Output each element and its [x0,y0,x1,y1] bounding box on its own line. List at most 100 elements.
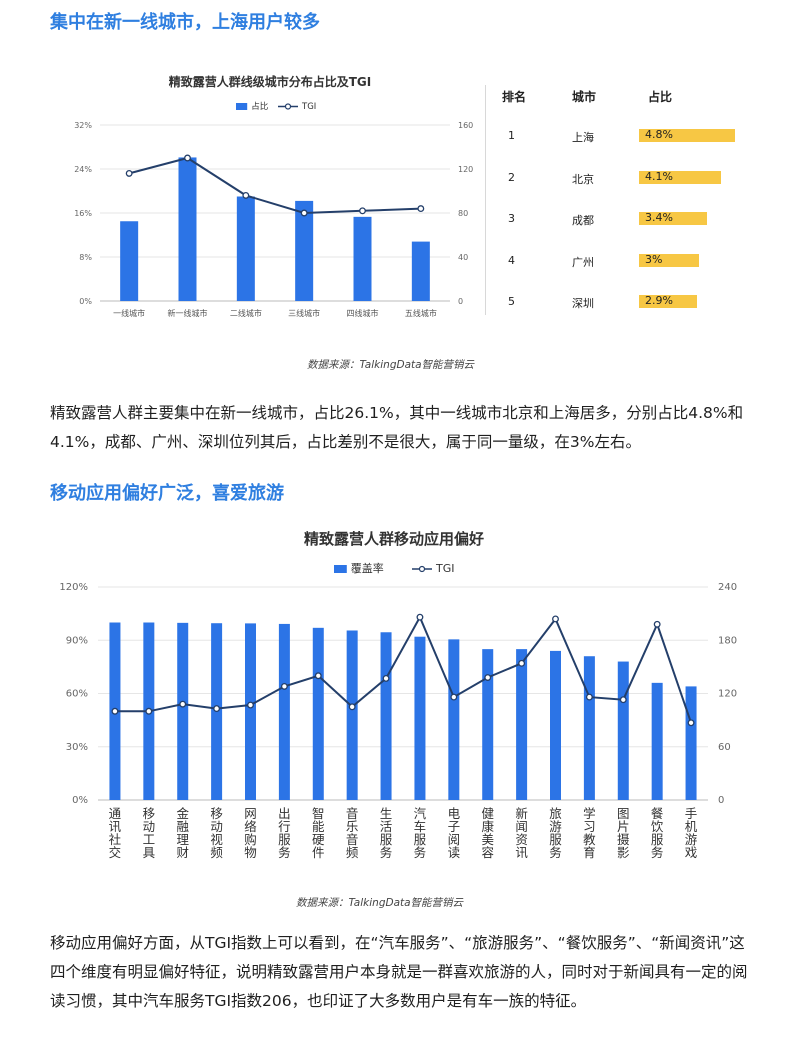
tgi-point [111,707,119,715]
left-axis-tick: 120% [59,582,88,593]
section-heading-apps: 移动应用偏好广泛，喜爱旅游 [50,483,284,504]
category-label: 移动视频 [210,806,223,860]
right-axis-tick: 180 [718,635,737,646]
tgi-point [213,705,221,713]
ranking-row: 5 深圳 2.9% [500,293,760,313]
tgi-point [184,154,191,162]
right-axis-tick: 0 [718,795,724,806]
bar [550,650,561,800]
right-axis-tick: 0 [458,297,463,306]
ranking-rank: 1 [508,129,515,142]
ranking-value: 2.9% [645,294,673,307]
ranking-row: 3 成都 3.4% [500,210,760,230]
tgi-point [125,169,133,177]
category-label: 出行服务 [278,806,291,860]
chart-table-divider [485,85,486,315]
ranking-city: 成都 [572,214,594,227]
category-label: 音乐音频 [346,806,359,860]
bar [617,661,629,800]
tgi-point [242,191,250,199]
left-axis-tick: 24% [74,165,92,174]
tgi-point [348,703,356,711]
category-label: 一线城市 [113,308,145,318]
ranking-bar [639,295,697,308]
tgi-point [416,613,424,621]
category-label: 移动工具 [143,806,156,860]
ranking-rank: 2 [508,170,515,184]
tgi-point [359,207,366,215]
ranking-rank: 3 [508,212,515,225]
ranking-bar [639,253,699,267]
bar [236,196,255,301]
left-axis-tick: 32% [74,121,92,130]
app-analysis-paragraph: 移动应用偏好方面，从TGI指数上可以看到，在“汽车服务”、“旅游服务”、“餐饮服… [50,934,748,1010]
right-axis-tick: 240 [718,582,737,593]
ranking-value: 4.1% [645,169,673,183]
tgi-point [484,674,492,681]
bar [516,649,528,800]
category-label: 图片摄影 [617,806,630,860]
legend-line-label: TGI [435,562,455,575]
category-label: 新一线城市 [168,308,208,318]
category-label: 金融理财 [176,806,189,860]
city-header: 城市 [572,90,597,104]
bar [295,200,314,301]
bar [177,622,189,800]
tgi-point [518,659,526,667]
bar [245,623,256,800]
right-axis-tick: 120 [718,689,737,700]
data-source-note-2: 数据来源：TalkingData智能营销云 [296,897,464,909]
category-label: 学习教育 [583,806,596,860]
tgi-line [114,614,693,724]
legend-line-marker [284,103,292,110]
tgi-point [653,620,661,628]
category-label: 餐饮服务 [651,806,664,860]
tgi-point [450,693,458,701]
ranking-bar [639,212,707,225]
city-analysis-paragraph: 精致露营人群主要集中在新一线城市，占比26.1%，其中一线城市北京和上海居多，分… [50,404,744,451]
ranking-city: 深圳 [572,297,594,310]
legend-line-label: TGI [301,102,316,112]
bar [346,630,358,800]
tgi-point [300,209,308,217]
bar [482,649,494,800]
legend-bar-label: 覆盖率 [351,561,384,575]
ranking-bar [639,170,721,184]
ranking-city: 广州 [572,255,594,269]
bar [278,623,290,800]
rank-header: 排名 [502,90,527,104]
tgi-line [128,156,421,215]
category-label: 旅游服务 [549,806,562,860]
ranking-rank: 5 [508,295,515,308]
legend-line-marker [418,565,426,573]
left-axis-tick: 30% [66,742,88,753]
tgi-point [552,615,559,623]
right-axis-tick: 40 [458,253,468,262]
data-source-note: 数据来源：TalkingData智能营销云 [307,359,475,371]
category-label: 网络购物 [244,806,257,860]
left-axis-tick: 0% [79,297,92,306]
right-axis-tick: 80 [458,209,468,218]
category-label: 智能硬件 [312,806,325,860]
category-label: 电子阅读 [448,806,461,860]
bar [353,216,372,301]
bar [380,632,392,800]
category-label: 健康美容 [481,806,494,860]
left-axis-tick: 8% [79,253,92,262]
tgi-point [619,696,627,704]
bar [178,157,197,301]
bar [411,241,430,301]
ranking-city: 北京 [572,172,594,186]
category-label: 新闻资讯 [515,806,528,860]
category-label: 二线城市 [230,308,262,318]
left-axis-tick: 90% [66,635,88,646]
tgi-point [585,693,593,701]
right-axis-tick: 160 [458,121,473,130]
ranking-city: 上海 [572,131,594,144]
legend-bar-swatch [236,103,248,110]
section-heading-city: 集中在新一线城市，上海用户较多 [50,12,320,33]
category-label: 通讯社交 [109,806,122,860]
ranking-bar [639,129,735,142]
bar [312,627,324,800]
